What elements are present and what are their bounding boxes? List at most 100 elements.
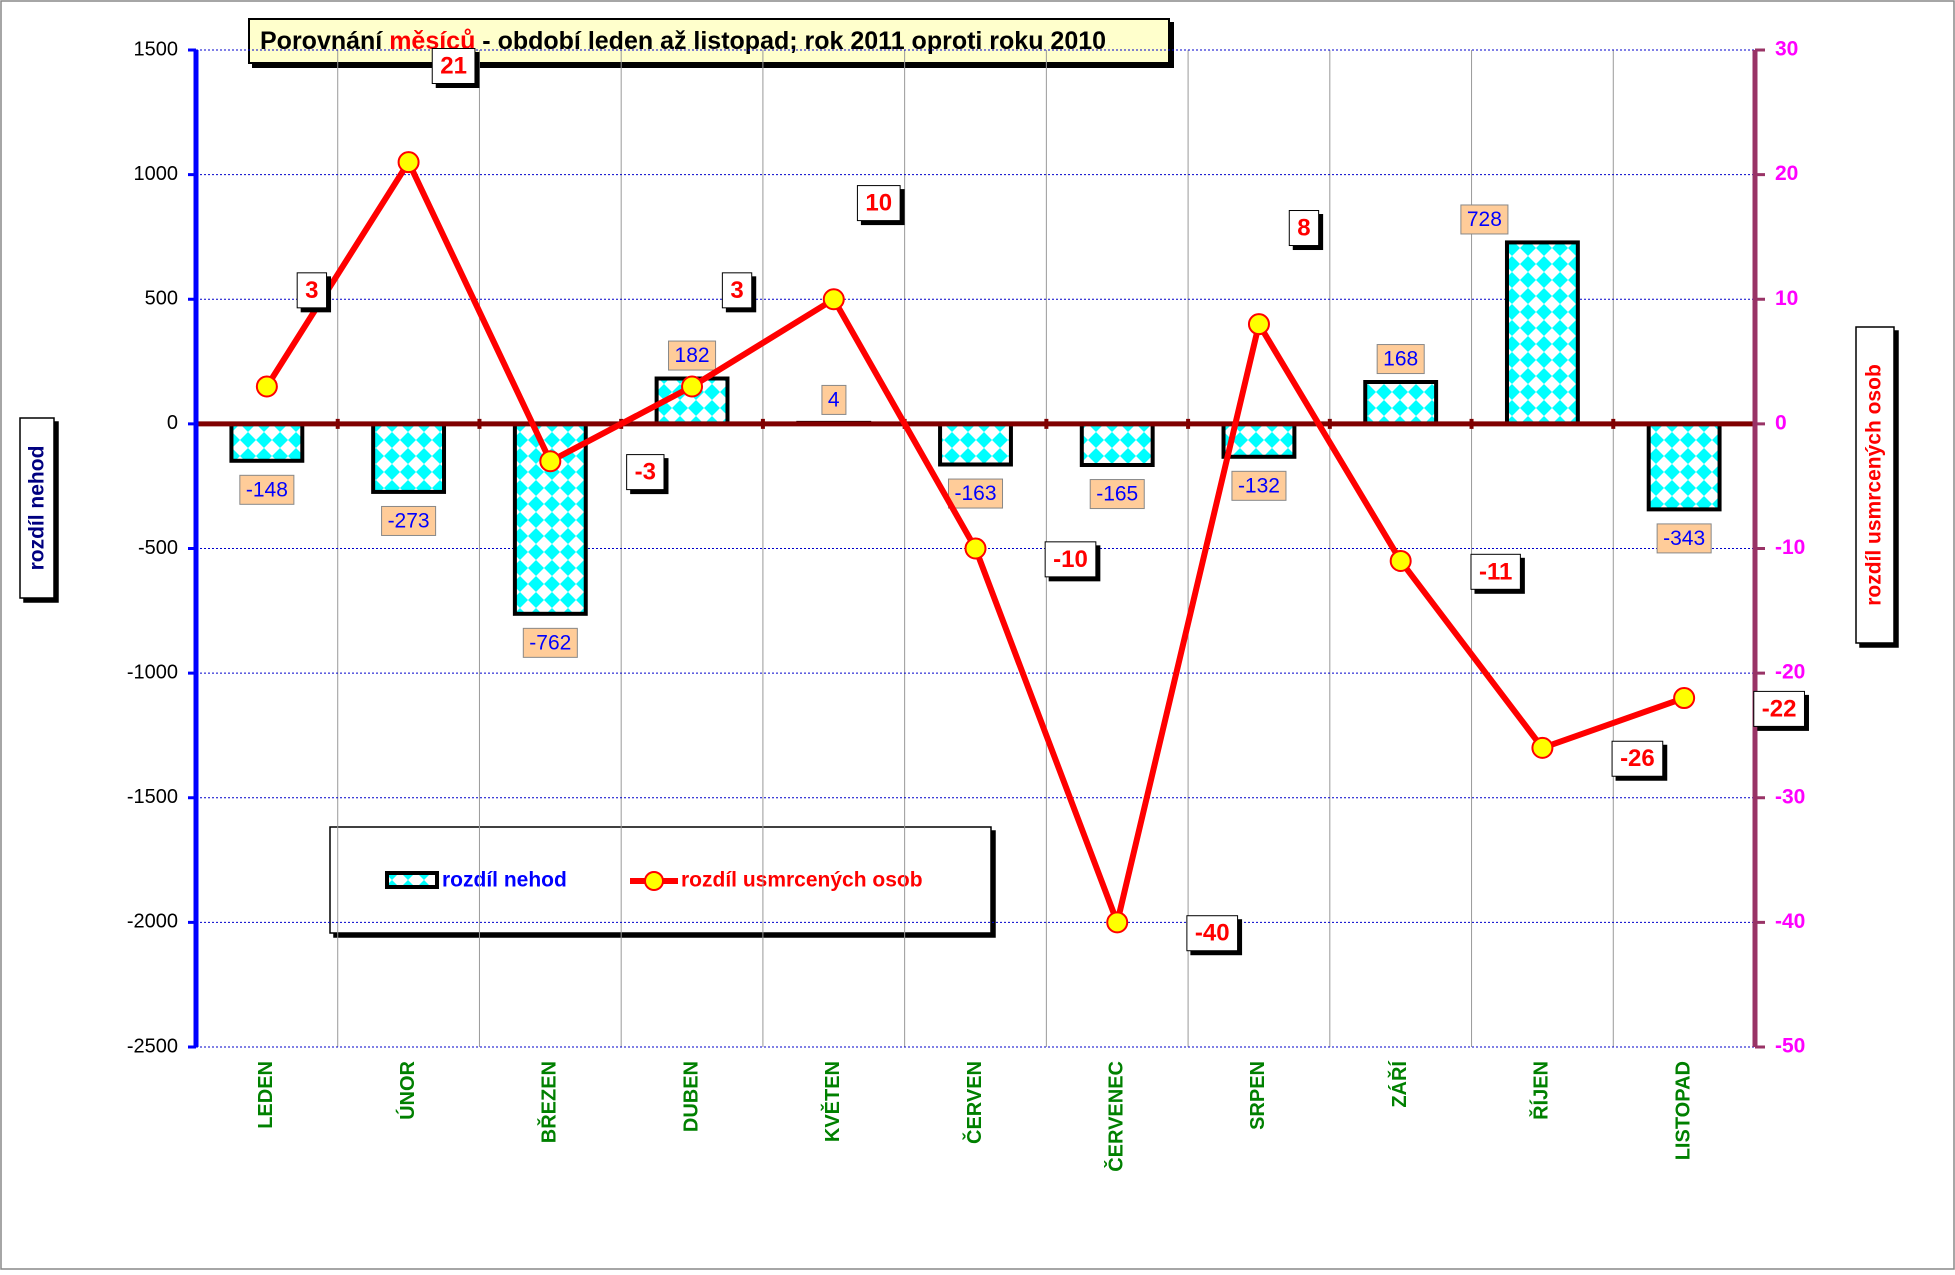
y-tick-label: 1500 [134,38,179,60]
bar-value-label: -163 [954,482,996,505]
legend-label: rozdíl nehod [442,869,567,892]
bar [938,421,1013,467]
line-value-label: 8 [1297,215,1310,242]
line-value-label: -10 [1053,546,1088,573]
bar-value-box [239,474,295,505]
line-value-box [1611,740,1664,777]
y-tick-label: 1000 [134,163,179,185]
x-tick-label: ČERVEN [962,1061,986,1144]
x-tick-label: KVĚTEN [820,1061,844,1142]
bar [371,421,447,494]
line-value-box [721,272,753,309]
y-tick-label: -2500 [127,1035,178,1057]
line-value-box [1288,210,1320,247]
line-value-label: -40 [1195,920,1230,947]
bar-value-box [522,627,578,658]
line-value-box [856,185,901,222]
line-value-label: -11 [1479,558,1512,585]
y-tick-label: 0 [167,412,178,434]
legend-label: rozdíl usmrcených osob [681,869,923,892]
chart-title: Porovnání měsíců - období leden až listo… [260,27,1106,55]
line-value-box [1186,915,1239,952]
y-label-box [19,417,55,599]
line-value-box [431,48,476,85]
line-value-label: 10 [865,190,892,217]
line-value-label: 3 [730,277,743,304]
bar-value-label: 728 [1467,208,1502,231]
bar [1079,421,1155,468]
bar [1363,380,1439,426]
line-marker [1106,911,1129,934]
y2-tick-label: 0 [1775,411,1787,434]
bar [1504,240,1580,426]
bar-value-label: -273 [388,509,430,532]
line-marker [1389,549,1412,572]
y2-tick-label: -20 [1775,661,1805,684]
y-tick-label: -1000 [127,661,178,683]
line-marker [681,375,704,398]
y2-tick-label: 10 [1775,287,1798,310]
bar-value-label: -343 [1663,527,1705,550]
y2-tick-label: 30 [1775,38,1798,61]
x-tick-label: ZÁŘÍ [1387,1061,1411,1108]
line-value-label: 3 [305,277,318,304]
y2-tick-label: -40 [1775,910,1805,933]
legend-marker [644,871,664,891]
line-value-label: -22 [1762,695,1797,722]
bar-value-box [1089,479,1145,510]
legend-swatch [385,871,439,889]
y2-axis-label: rozdíl usmrcených osob [1863,364,1886,606]
bar-value-box [1231,470,1287,501]
line-marker [822,288,845,311]
bar-value-label: -148 [246,478,288,501]
y-tick-label: -1500 [127,786,178,808]
line-value-box [296,272,328,309]
bar-value-label: -165 [1096,483,1138,506]
line-value-label: 21 [440,53,467,80]
x-tick-label: DUBEN [680,1061,702,1132]
line-marker [255,375,278,398]
legend: rozdíl nehod rozdíl usmrcených osob [329,826,992,934]
x-tick-label: SRPEN [1247,1061,1269,1130]
line-value-box [626,454,665,491]
bar-value-box [668,340,717,371]
bar-value-box [1460,204,1509,235]
line-marker [964,537,987,560]
x-tick-label: LEDEN [255,1061,277,1129]
line-value-box [1753,690,1805,727]
bar-value-box [947,478,1004,509]
y2-tick-label: 20 [1775,162,1798,185]
y2-tick-label: -30 [1775,785,1805,808]
bar-value-box [821,384,847,415]
y-tick-label: -2000 [127,911,178,933]
y2-tick-label: -10 [1775,536,1805,559]
title-box [248,18,1170,64]
bar [229,421,305,463]
bar-value-label: -762 [529,631,571,654]
x-tick-label: LISTOPAD [1672,1061,1694,1160]
bar-value-box [1656,523,1712,554]
y-axis-label: rozdíl nehod [26,446,49,571]
legend-box [329,826,992,934]
line-marker [1673,687,1696,710]
line-value-label: -3 [635,459,656,486]
x-tick-label: ČERVENEC [1104,1061,1128,1172]
line-value-box [1044,541,1097,578]
x-tick-label: ŘÍJEN [1529,1061,1553,1120]
line-marker [1247,313,1270,336]
bar-value-label: 168 [1383,348,1418,371]
line-marker [397,151,420,174]
line-value-box [1470,553,1521,590]
y-tick-label: 500 [145,288,178,310]
bar-value-label: -132 [1238,474,1280,497]
bar-value-label: 4 [828,388,840,411]
bar-value-label: 182 [675,344,710,367]
y-tick-label: -500 [138,537,178,559]
y2-label-box [1855,326,1895,644]
line-marker [539,450,562,473]
line-value-label: -26 [1620,745,1655,772]
x-tick-label: BŘEZEN [537,1061,561,1143]
line-marker [1531,736,1554,759]
